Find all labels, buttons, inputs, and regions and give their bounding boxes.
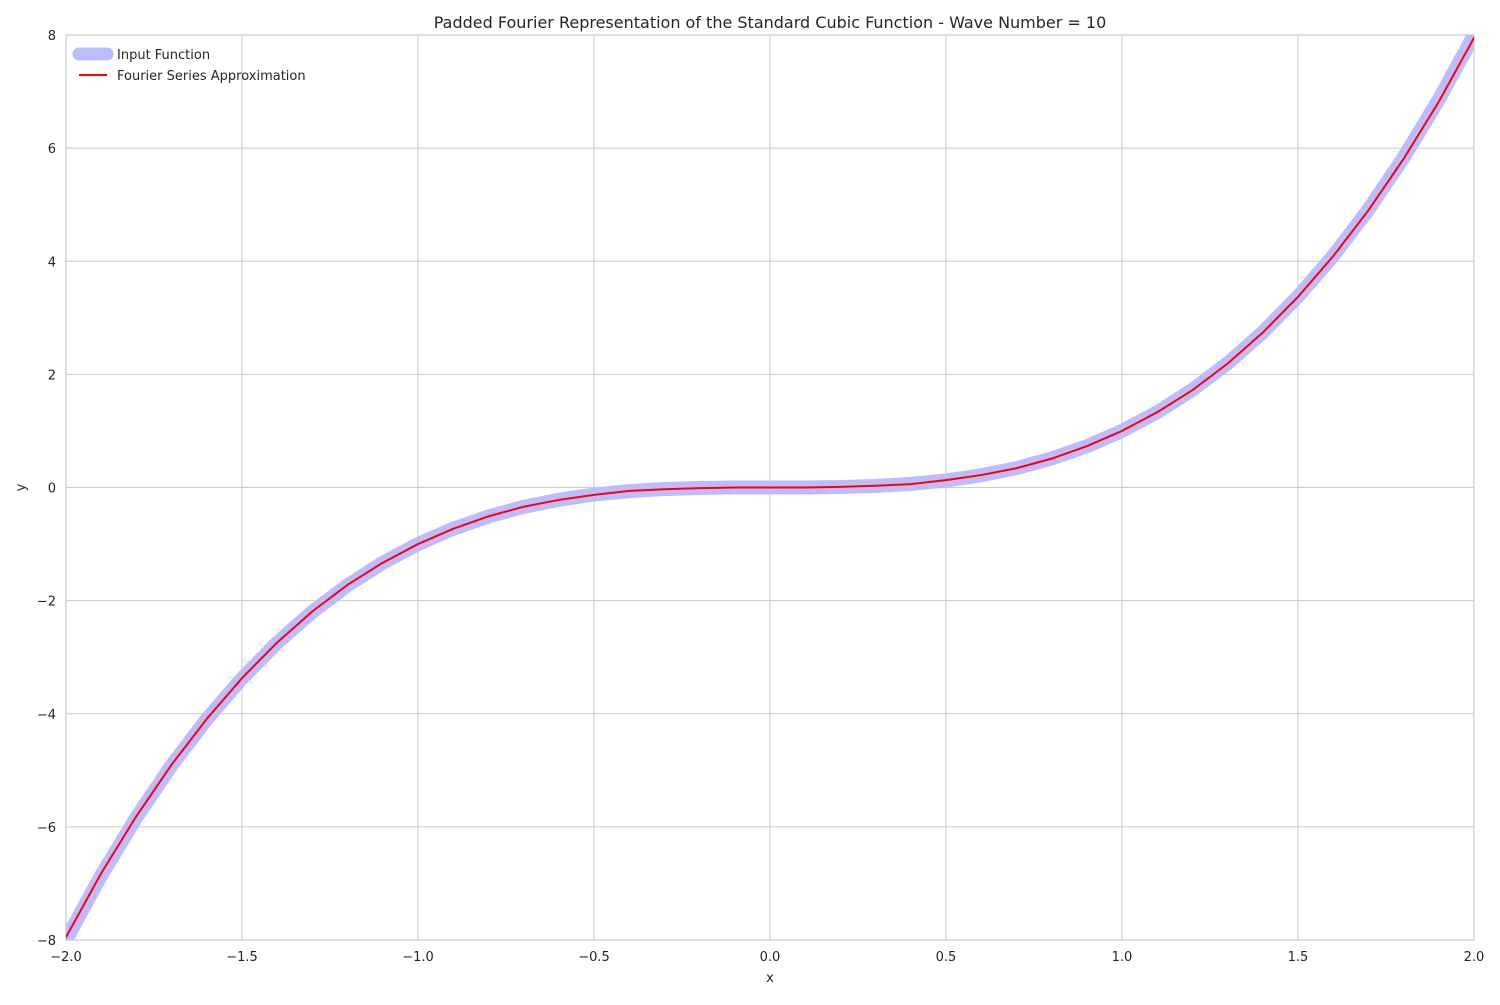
y-tick-label: −6: [37, 821, 56, 836]
x-tick-label: −0.5: [578, 950, 610, 965]
plot-frame: [65, 34, 1475, 941]
x-tick-label: −1.0: [402, 950, 434, 965]
x-tick-label: 1.0: [1112, 950, 1133, 965]
legend-label-fourier-series: Fourier Series Approximation: [117, 69, 306, 84]
x-tick-label: −1.5: [226, 950, 258, 965]
legend: Input Function Fourier Series Approximati…: [72, 47, 306, 84]
tick-layer: −2.0 −1.5 −1.0 −0.5 0.0 0.5 1.0 1.5 2.0 −8 −6 −4 −2 0…: [37, 29, 1485, 965]
y-axis-label: y: [14, 483, 29, 491]
x-tick-label: 2.0: [1464, 950, 1485, 965]
y-tick-label: 0: [48, 482, 56, 497]
chart-title: Padded Fourier Representation of the Sta…: [434, 13, 1107, 32]
y-tick-label: 8: [48, 29, 56, 44]
x-axis-label: x: [766, 971, 774, 986]
x-tick-label: 1.5: [1288, 950, 1309, 965]
y-tick-label: −4: [37, 708, 56, 723]
y-tick-label: 4: [48, 255, 56, 270]
fourier-series-line: [66, 36, 1474, 939]
legend-label-input-function: Input Function: [117, 48, 210, 63]
x-tick-label: −2.0: [50, 950, 82, 965]
x-tick-label: 0.5: [936, 950, 957, 965]
y-tick-label: −8: [37, 934, 56, 949]
x-tick-label: 0.0: [760, 950, 781, 965]
y-tick-label: 2: [48, 368, 56, 383]
y-tick-label: −2: [37, 595, 56, 610]
series-layer: [66, 35, 1474, 940]
y-tick-label: 6: [48, 142, 56, 157]
